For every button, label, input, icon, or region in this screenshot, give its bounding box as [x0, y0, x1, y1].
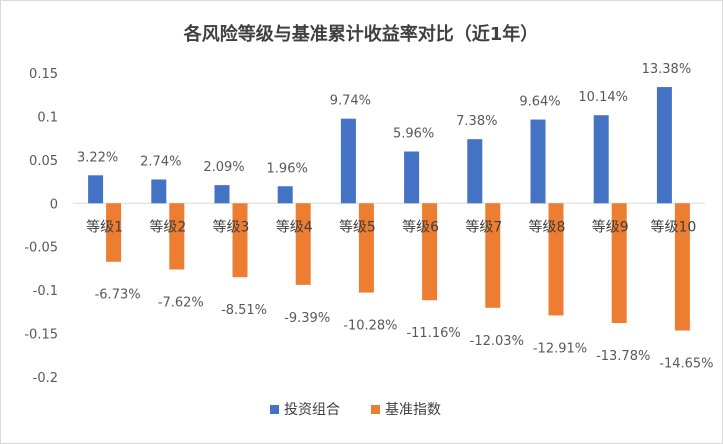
chart-title: 各风险等级与基准累计收益率对比（近1年） [183, 23, 539, 45]
bar-portfolio-8 [530, 119, 546, 204]
data-label-benchmark-10: -14.65% [659, 357, 713, 372]
bar-benchmark-10 [674, 203, 690, 331]
y-tick-label: -0.05 [24, 241, 58, 256]
data-labels: 3.22% 2.74% 2.09% 1.96% 9.74% 5.96% 7.38% 9.64%… [77, 62, 714, 371]
y-axis: 0.15 0.1 0.05 0 -0.05 -0.1 -0.15 -0.2 [24, 67, 58, 386]
bar-portfolio-3 [214, 185, 230, 204]
legend-swatch-portfolio [270, 405, 279, 414]
data-label-benchmark-4: -9.39% [284, 311, 330, 326]
category-labels: 等级1 等级2 等级3 等级4 等级5 等级6 等级7 等级8 等级9 等级10 [86, 218, 696, 235]
legend: 投资组合 基准指数 [270, 401, 441, 418]
legend-label-benchmark: 基准指数 [385, 401, 441, 418]
data-label-benchmark-1: -6.73% [95, 288, 141, 303]
category-label-9: 等级9 [592, 218, 629, 235]
data-label-benchmark-7: -12.03% [470, 334, 524, 349]
data-label-benchmark-9: -13.78% [596, 349, 650, 364]
bar-benchmark-4 [295, 203, 311, 285]
bar-benchmark-7 [485, 203, 501, 308]
bar-portfolio-5 [340, 118, 356, 204]
data-label-portfolio-10: 13.38% [642, 62, 692, 77]
bar-benchmark-1 [106, 203, 122, 262]
y-tick-label: -0.15 [24, 328, 58, 343]
data-label-benchmark-5: -10.28% [343, 319, 397, 334]
bar-portfolio-6 [404, 151, 420, 204]
bar-benchmark-3 [232, 203, 248, 278]
data-label-benchmark-8: -12.91% [533, 341, 587, 356]
data-label-portfolio-3: 2.09% [203, 160, 244, 175]
category-label-10: 等级10 [650, 218, 696, 235]
y-tick-label: 0 [50, 197, 58, 212]
bar-portfolio-1 [88, 175, 104, 204]
bar-portfolio-9 [593, 115, 609, 204]
category-label-2: 等级2 [149, 218, 186, 235]
y-tick-label: -0.1 [33, 284, 58, 299]
category-label-7: 等级7 [465, 218, 502, 235]
y-tick-label: -0.2 [33, 371, 58, 386]
category-label-6: 等级6 [402, 218, 439, 235]
y-tick-label: 0.15 [29, 67, 58, 82]
bar-benchmark-6 [422, 203, 438, 301]
bar-portfolio-7 [467, 139, 483, 204]
bar-benchmark-8 [548, 203, 564, 316]
category-label-8: 等级8 [529, 218, 566, 235]
data-label-portfolio-6: 5.96% [393, 127, 434, 142]
legend-label-portfolio: 投资组合 [284, 402, 340, 418]
data-label-portfolio-9: 10.14% [578, 90, 628, 105]
category-label-5: 等级5 [339, 218, 376, 235]
y-tick-label: 0.1 [37, 110, 58, 125]
bar-benchmark-2 [169, 203, 185, 270]
data-label-portfolio-4: 1.96% [267, 161, 308, 176]
data-label-benchmark-3: -8.51% [221, 303, 267, 318]
data-label-portfolio-1: 3.22% [77, 150, 118, 165]
data-label-portfolio-7: 7.38% [456, 114, 497, 129]
data-label-portfolio-8: 9.64% [519, 95, 560, 110]
category-label-4: 等级4 [276, 218, 313, 235]
bar-portfolio-2 [151, 179, 167, 204]
bar-benchmark-5 [358, 203, 374, 293]
data-label-portfolio-2: 2.74% [140, 154, 181, 169]
data-label-benchmark-2: -7.62% [158, 295, 204, 310]
data-label-portfolio-5: 9.74% [330, 94, 371, 109]
bar-portfolio-10 [656, 87, 672, 204]
y-tick-label: 0.05 [29, 154, 58, 169]
category-label-3: 等级3 [213, 218, 250, 235]
bar-benchmark-9 [611, 203, 627, 323]
bar-portfolio-4 [277, 186, 293, 204]
bars-group [88, 87, 690, 331]
data-label-benchmark-6: -11.16% [406, 326, 460, 341]
category-label-1: 等级1 [86, 218, 123, 235]
legend-swatch-benchmark [371, 405, 380, 414]
